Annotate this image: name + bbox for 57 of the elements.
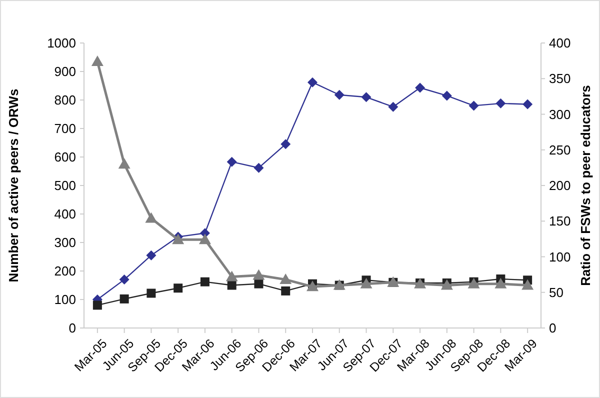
- point: [252, 269, 265, 280]
- point: [91, 56, 104, 66]
- point: [120, 294, 129, 304]
- y-tick-label: 100: [54, 292, 76, 308]
- point: [308, 77, 318, 88]
- y2-tick-label: 100: [549, 249, 571, 264]
- point: [200, 277, 210, 286]
- point: [360, 278, 372, 288]
- y-tick-label: 700: [54, 121, 76, 136]
- y-tick-label: 1000: [47, 36, 76, 51]
- point: [522, 279, 534, 290]
- y2-tick-label: 200: [549, 178, 571, 194]
- point: [118, 158, 130, 169]
- point: [226, 156, 237, 167]
- y2-axis-title: Ratio of FSWs to peer educators: [578, 85, 593, 286]
- y-tick-label: 0: [68, 320, 76, 336]
- y2-tick-label: 350: [549, 71, 571, 86]
- point: [174, 284, 183, 293]
- point: [119, 274, 130, 285]
- point: [468, 100, 479, 111]
- point: [522, 99, 533, 110]
- point: [388, 102, 398, 112]
- y2-tick-label: 300: [549, 106, 571, 122]
- point: [334, 90, 344, 100]
- point: [254, 279, 264, 288]
- point: [227, 280, 236, 290]
- point: [172, 234, 184, 244]
- y-tick-label: 400: [54, 206, 76, 222]
- y2-tick-label: 50: [549, 284, 564, 300]
- point: [254, 162, 264, 173]
- y-tick-label: 600: [54, 150, 76, 165]
- point: [146, 288, 156, 298]
- point: [145, 212, 158, 223]
- point: [226, 270, 238, 282]
- point: [280, 274, 292, 284]
- point: [281, 286, 290, 296]
- point: [440, 279, 453, 290]
- y2-tick-label: 400: [549, 36, 571, 51]
- y2-tick-label: 250: [549, 142, 571, 158]
- point: [198, 234, 211, 244]
- point: [442, 90, 452, 101]
- point: [415, 82, 426, 93]
- point: [306, 280, 318, 292]
- y-axis-title: Number of active peers / ORWs: [6, 88, 21, 282]
- y2-tick-label: 150: [549, 214, 571, 229]
- y-tick-label: 300: [54, 235, 76, 250]
- y2-tick-label: 0: [549, 320, 556, 336]
- point: [280, 139, 291, 150]
- point: [496, 98, 506, 108]
- point: [146, 250, 156, 260]
- y-tick-label: 900: [54, 64, 76, 80]
- y-tick-label: 500: [54, 178, 76, 194]
- point: [92, 300, 102, 310]
- point: [361, 92, 372, 102]
- point: [494, 278, 507, 288]
- y-tick-label: 800: [54, 92, 76, 108]
- y-tick-label: 200: [54, 264, 76, 279]
